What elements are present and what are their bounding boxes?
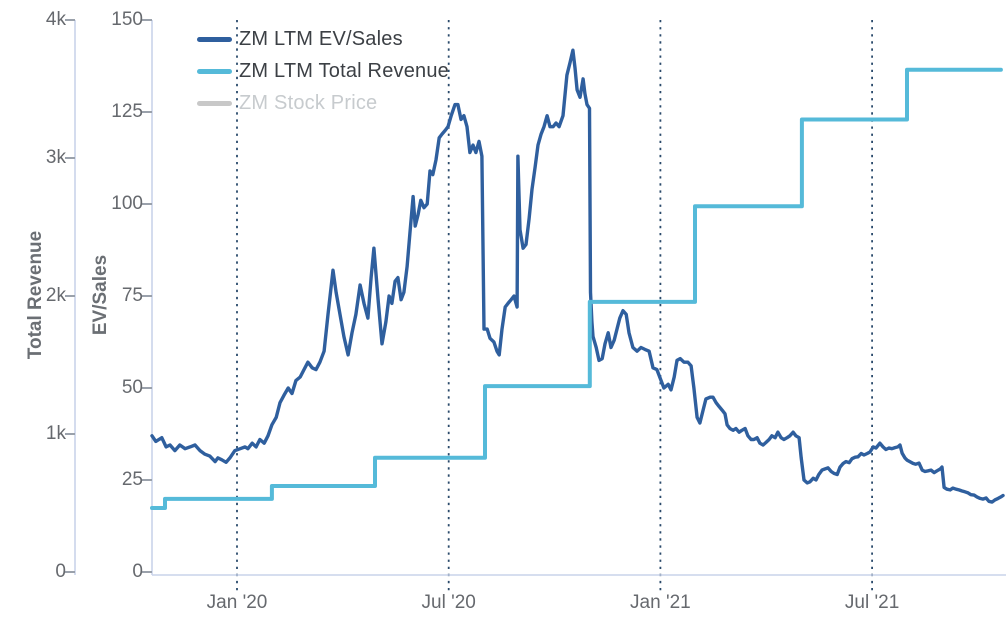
legend-label-ev-sales: ZM LTM EV/Sales xyxy=(239,28,403,50)
y-axis-title-ev-sales: EV/Sales xyxy=(90,254,111,336)
revenue-tick-label: 2k xyxy=(45,285,66,306)
evsales-tick-label: 75 xyxy=(121,285,143,306)
revenue-line-series xyxy=(150,67,1003,510)
revenue-tick-label: 1k xyxy=(45,423,66,444)
legend-item-total-revenue[interactable]: ZM LTM Total Revenue xyxy=(197,59,449,84)
evsales-tick-label: 0 xyxy=(132,561,143,582)
x-axis-tick-label: Jul '20 xyxy=(421,592,476,613)
evsales-tick-label: 150 xyxy=(111,9,143,30)
evsales-tick-label: 125 xyxy=(111,101,143,122)
legend-swatch-stock-price-icon xyxy=(197,101,232,106)
chart-legend: ZM LTM EV/Sales ZM LTM Total Revenue ZM … xyxy=(197,27,449,116)
revenue-tick-label: 3k xyxy=(45,147,66,168)
revenue-tick-label: 4k xyxy=(45,9,66,30)
x-axis-tick-label: Jan '20 xyxy=(206,592,268,613)
legend-label-stock-price: ZM Stock Price xyxy=(239,92,378,114)
legend-swatch-total-revenue-icon xyxy=(197,69,232,74)
evsales-tick-label: 50 xyxy=(121,377,143,398)
revenue-tick-label: 0 xyxy=(55,561,66,582)
evsales-tick-label: 25 xyxy=(121,469,143,490)
x-axis-tick-label: Jul '21 xyxy=(844,592,900,613)
evsales-line-series xyxy=(150,48,1005,504)
legend-label-total-revenue: ZM LTM Total Revenue xyxy=(239,60,450,82)
legend-item-stock-price[interactable]: ZM Stock Price xyxy=(197,91,449,116)
x-axis-tick-label: Jan '21 xyxy=(630,592,691,613)
legend-item-ev-sales[interactable]: ZM LTM EV/Sales xyxy=(197,27,449,52)
evsales-tick-label: 100 xyxy=(111,193,143,214)
legend-swatch-ev-sales-icon xyxy=(197,37,232,42)
y-axis-title-total-revenue: Total Revenue xyxy=(25,230,46,360)
